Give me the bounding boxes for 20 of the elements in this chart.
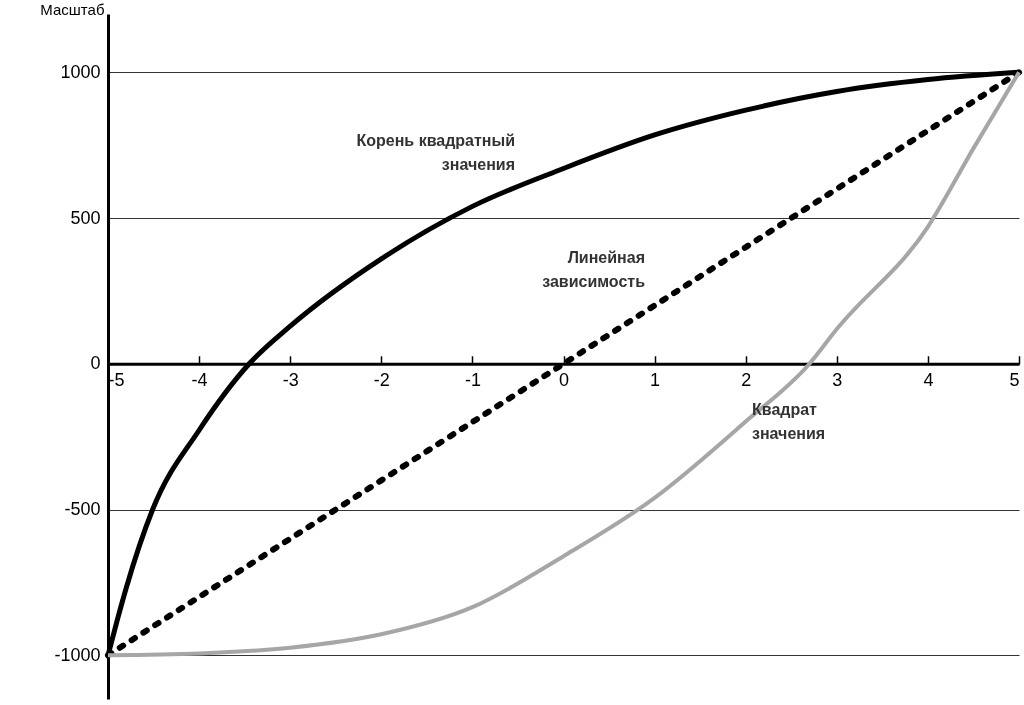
x-tick-label: 2 [741, 370, 752, 391]
x-tick-label: -2 [373, 370, 390, 391]
x-tick-label: 4 [923, 370, 934, 391]
x-tick-label: 0 [558, 370, 570, 391]
y-tick-label: 500 [70, 207, 101, 228]
y-tick-label: 1000 [60, 61, 101, 82]
x-tick-label: 5 [1009, 370, 1020, 391]
x-tick-label: -5 [108, 370, 125, 391]
y-tick-label: 0 [90, 353, 101, 374]
x-tick-label: 1 [650, 370, 661, 391]
series-label: Линейная зависимость [542, 249, 646, 290]
y-tick-label: -500 [64, 499, 101, 520]
y-axis-title: Масштаб [40, 0, 105, 18]
x-tick-label: 3 [832, 370, 843, 391]
series-label: Корень квадратный значения [356, 132, 515, 173]
x-tick-label: -3 [282, 370, 299, 391]
x-tick-label: -1 [464, 370, 481, 391]
y-tick-label: -1000 [54, 644, 101, 665]
series-label: Квадрат значения [752, 401, 826, 442]
x-tick-label: -4 [191, 370, 208, 391]
